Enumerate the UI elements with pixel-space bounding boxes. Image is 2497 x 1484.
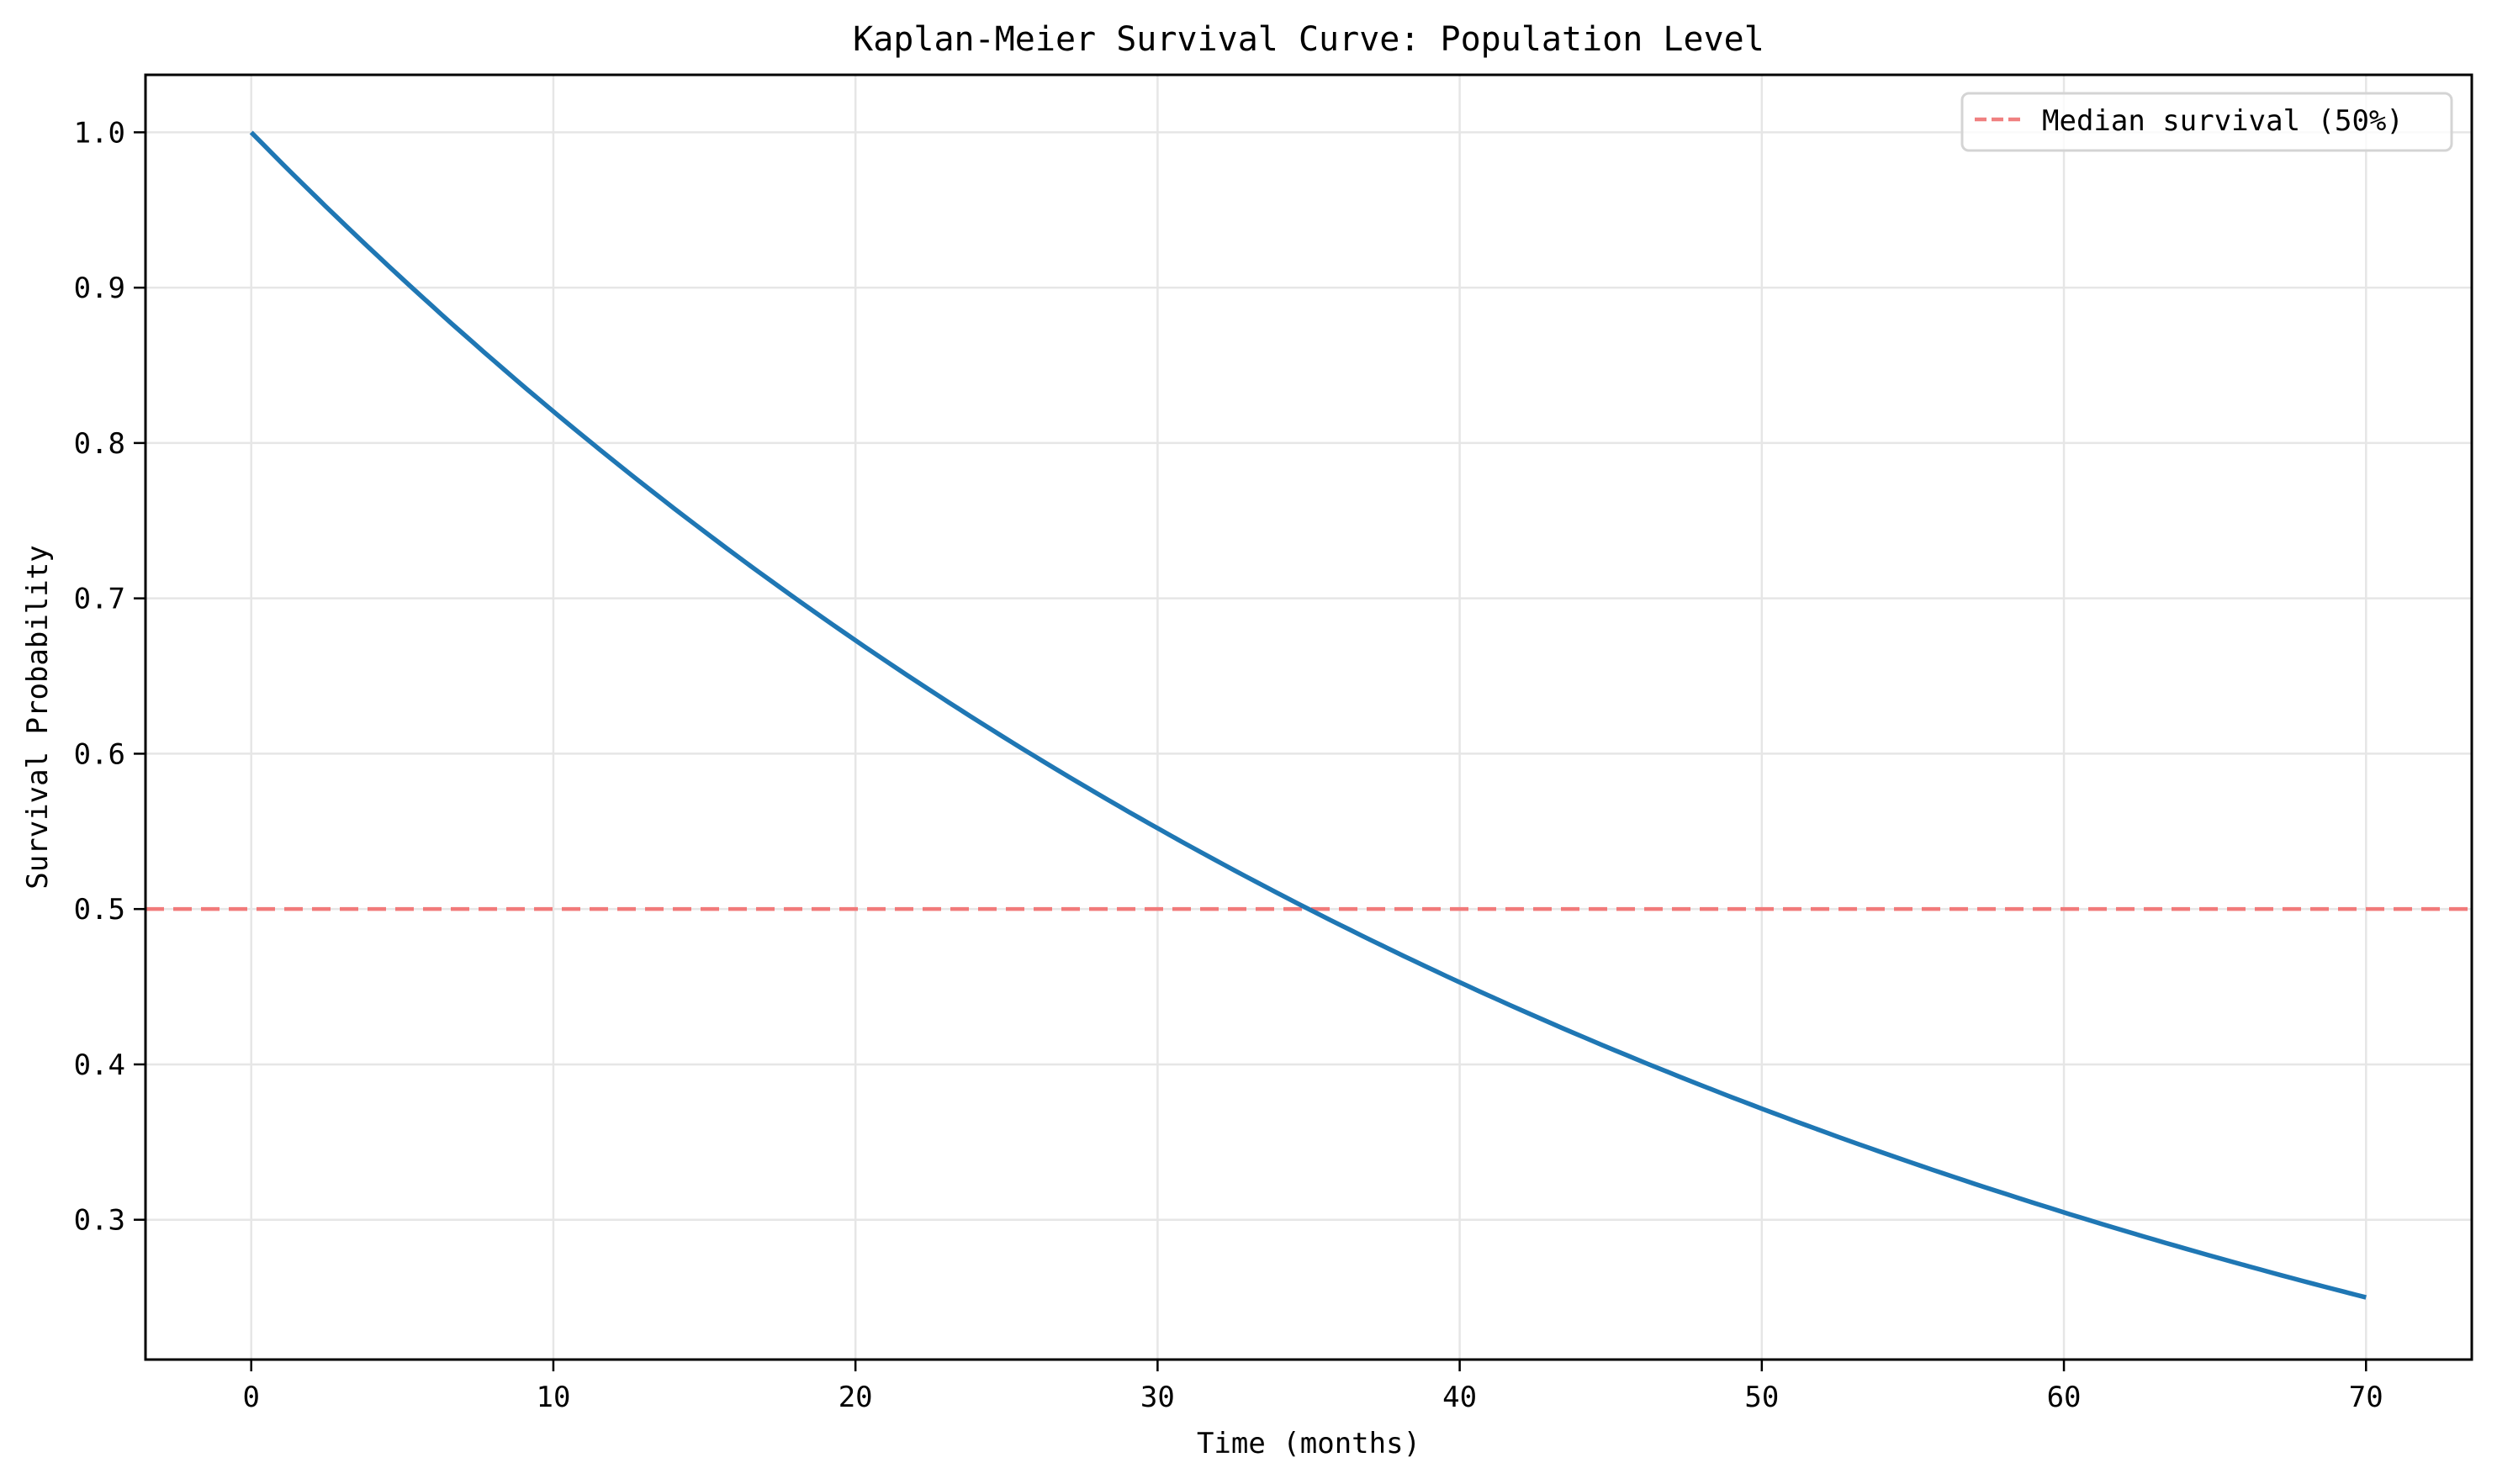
y-tick-label: 0.3 [74, 1204, 125, 1238]
x-tick-label: 40 [1442, 1381, 1477, 1414]
y-tick-label: 0.8 [74, 427, 125, 461]
gridlines [145, 75, 2472, 1360]
axes-frame [144, 73, 2473, 1361]
y-tick-label: 0.5 [74, 893, 125, 927]
legend: Median survival (50%) [1960, 92, 2453, 152]
x-tick-label: 0 [242, 1381, 259, 1414]
x-tick-label: 20 [839, 1381, 873, 1414]
legend-box [1960, 92, 2453, 152]
y-tick-label: 0.6 [74, 737, 125, 771]
y-tick-label: 0.9 [74, 272, 125, 305]
y-axis-ticks: 0.3 0.4 0.5 0.6 0.7 0.8 0.9 1.0 [74, 116, 145, 1238]
y-tick-label: 0.7 [74, 583, 125, 616]
x-tick-label: 60 [2047, 1381, 2082, 1414]
x-tick-label: 10 [536, 1381, 570, 1414]
y-tick-label: 0.4 [74, 1048, 125, 1082]
x-axis-label: Time (months) [1197, 1427, 1420, 1460]
x-tick-label: 70 [2349, 1381, 2383, 1414]
chart-title: Kaplan-Meier Survival Curve: Population … [853, 20, 1764, 59]
survival-curve [249, 130, 2367, 1300]
legend-label: Median survival (50%) [2042, 104, 2404, 138]
x-tick-label: 50 [1744, 1381, 1779, 1414]
x-tick-label: 30 [1140, 1381, 1175, 1414]
survival-line [249, 130, 2367, 1300]
y-tick-label: 1.0 [74, 116, 125, 150]
x-axis-ticks: 0 10 20 30 40 50 60 70 [242, 1360, 2383, 1414]
y-axis-label: Survival Probability [21, 545, 55, 889]
